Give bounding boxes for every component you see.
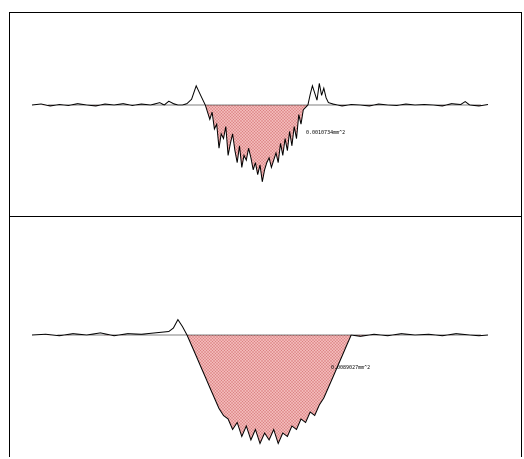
depression-area-bottom (45, 335, 488, 444)
depression-area-top (41, 105, 488, 182)
profile-chart-bottom: 0.0089027mm^2 (31, 318, 489, 445)
area-value-label-bottom: 0.0089027mm^2 (331, 365, 370, 371)
profile-line-top (31, 83, 489, 182)
profile-chart-top: 0.0010734mm^2 (31, 83, 489, 182)
profile-panel-top: 0.0010734mm^2 (9, 12, 522, 217)
area-value-label-top: 0.0010734mm^2 (306, 130, 345, 136)
profile-panel-bottom: 0.0089027mm^2 (9, 216, 522, 457)
profile-line-bottom (31, 318, 489, 445)
